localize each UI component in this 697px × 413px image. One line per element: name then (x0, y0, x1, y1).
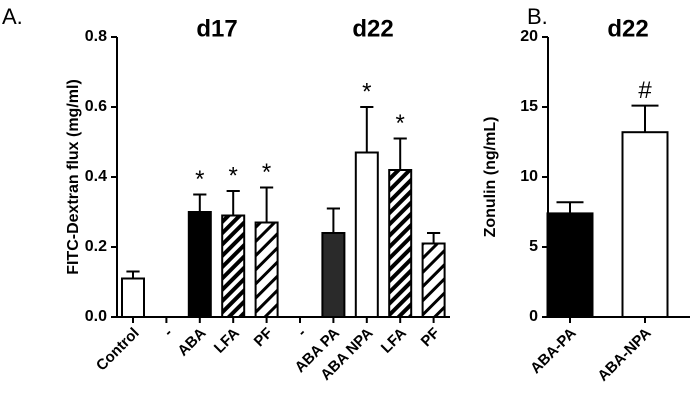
bar (121, 277, 145, 318)
significance-mark: * (195, 166, 204, 193)
bar (421, 242, 446, 318)
significance-mark: * (229, 162, 238, 189)
significance-mark: * (396, 110, 405, 137)
panel-label: A. (2, 4, 23, 29)
chart-title: d22 (607, 15, 648, 42)
panel-label: B. (527, 4, 548, 29)
x-tick-label: ABA-PA (527, 324, 580, 377)
y-tick-label: 0.2 (85, 238, 107, 255)
y-tick-label: 20 (520, 28, 538, 45)
y-tick-label: 0.8 (85, 28, 107, 45)
x-tick-label: - (294, 325, 310, 341)
x-tick-label: LFA (378, 325, 410, 357)
x-tick-label: PF (418, 325, 444, 351)
y-axis-label: FITC-Dextran flux (mg/ml) (65, 79, 82, 275)
x-tick-label: PF (251, 325, 277, 351)
y-tick-label: 0.6 (85, 98, 107, 115)
bar (254, 221, 279, 318)
y-tick-label: 5 (529, 238, 538, 255)
y-tick-label: 0.0 (85, 308, 107, 325)
bar (221, 214, 246, 318)
bar (321, 232, 346, 318)
y-axis-label: Zonulin (ng/mL) (482, 117, 499, 238)
bar (354, 151, 379, 318)
x-tick-label: ABA-NPA (594, 325, 654, 385)
x-tick-label: ABA (174, 324, 209, 359)
x-tick-label: - (160, 325, 176, 341)
bar (388, 169, 413, 318)
significance-mark: * (262, 159, 271, 186)
y-tick-label: 0.4 (85, 168, 107, 185)
significance-mark: # (638, 77, 652, 104)
x-tick-label: LFA (211, 325, 243, 357)
bar (546, 212, 594, 318)
bar (187, 211, 212, 318)
group-title: d17 (196, 15, 237, 42)
x-tick-label: Control (93, 325, 143, 375)
y-tick-label: 15 (520, 98, 538, 115)
group-title: d22 (352, 15, 393, 42)
y-tick-label: 0 (529, 308, 538, 325)
bar (621, 131, 669, 318)
significance-mark: * (362, 78, 371, 105)
y-tick-label: 10 (520, 168, 538, 185)
